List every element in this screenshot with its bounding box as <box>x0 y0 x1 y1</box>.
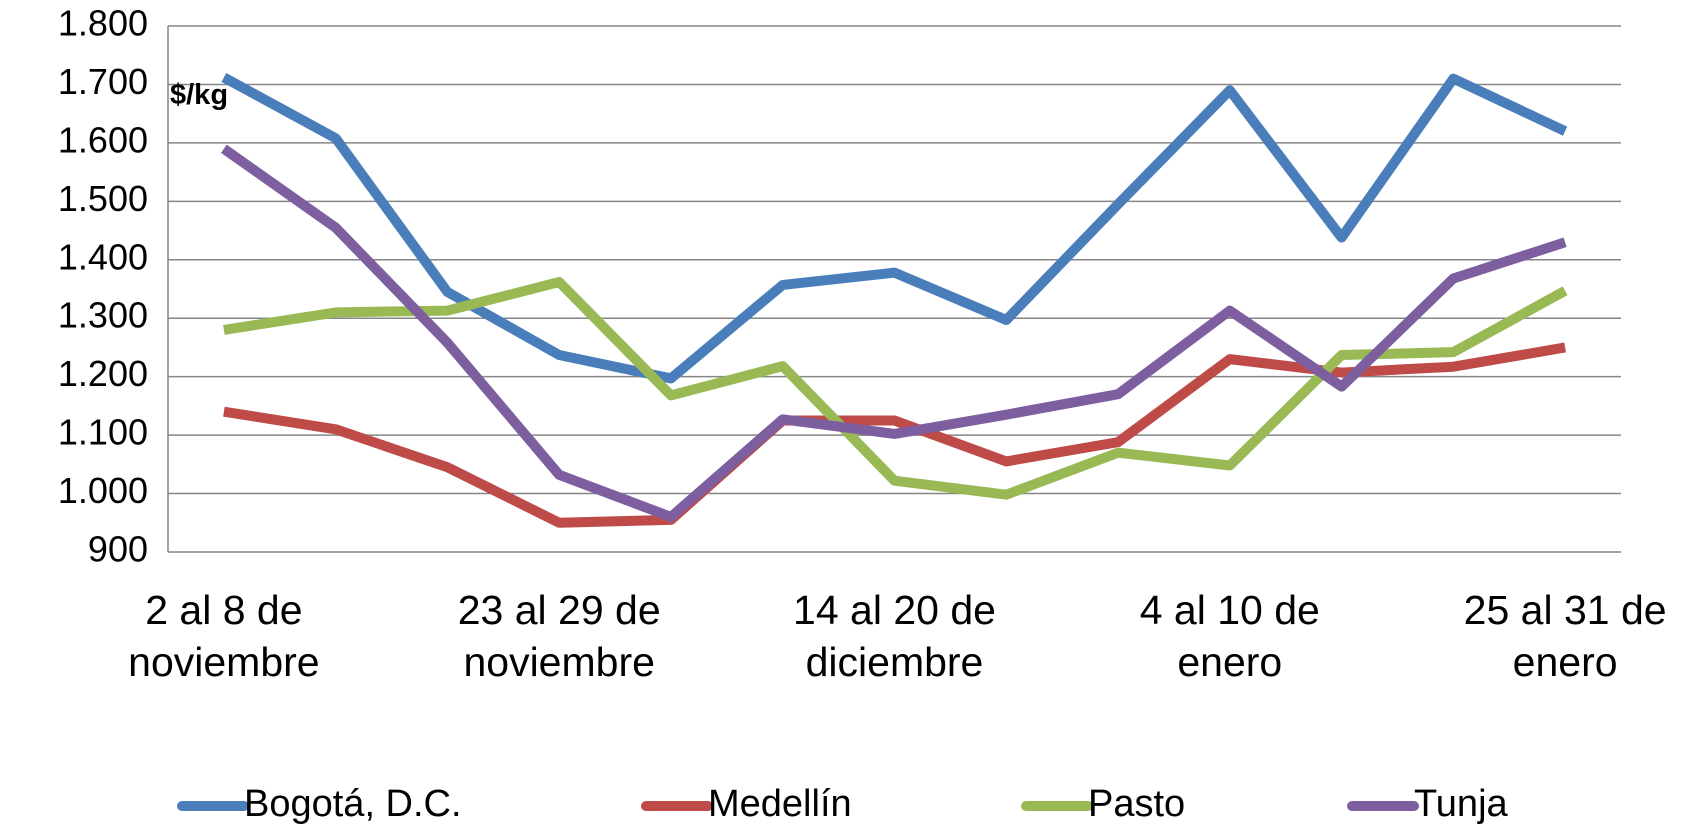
series-line <box>221 73 1568 384</box>
y-tick-label: 1.800 <box>58 3 148 44</box>
x-tick-label: 2 al 8 de noviembre <box>128 587 320 686</box>
y-tick-label: 900 <box>88 529 148 570</box>
legend-label: Medellín <box>708 783 852 824</box>
y-tick-label: 1.100 <box>58 412 148 453</box>
y-tick-label: 1.700 <box>58 61 148 102</box>
legend-label: Tunja <box>1414 783 1509 824</box>
y-tick-label: 1.500 <box>58 178 148 219</box>
unit-label: $/kg <box>170 79 228 111</box>
x-tick-label: 23 al 29 de noviembre <box>457 587 661 686</box>
legend-label: Pasto <box>1088 783 1185 824</box>
y-tick-label: 1.400 <box>58 236 148 277</box>
x-tick-label: 4 al 10 de enero <box>1139 587 1320 686</box>
x-tick-label: 25 al 31 de enero <box>1463 587 1667 686</box>
y-tick-label: 1.600 <box>58 119 148 160</box>
y-tick-label: 1.000 <box>58 470 148 511</box>
x-tick-label: 14 al 20 de diciembre <box>793 587 996 686</box>
legend-label: Bogotá, D.C. <box>244 783 462 824</box>
y-tick-label: 1.300 <box>58 295 148 336</box>
y-tick-label: 1.200 <box>58 353 148 394</box>
series-line <box>223 276 1568 500</box>
series-line <box>223 342 1566 528</box>
series-line <box>221 144 1567 522</box>
